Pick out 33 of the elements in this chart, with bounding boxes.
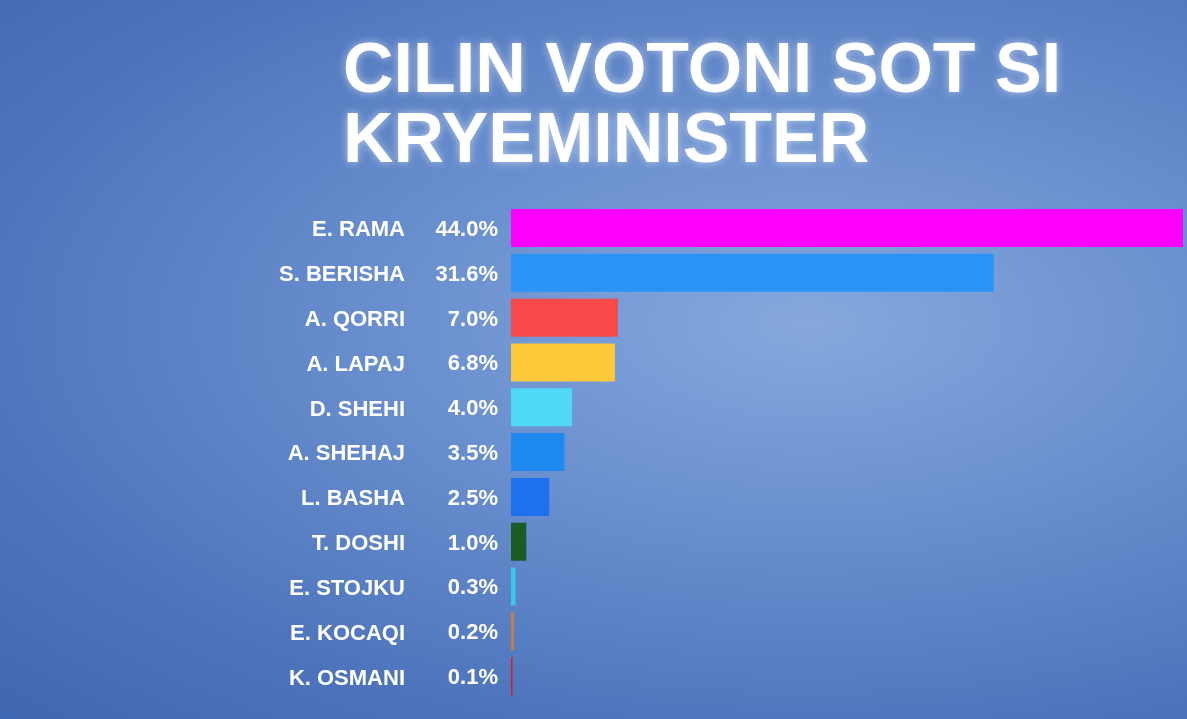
bar	[511, 522, 527, 561]
y-tick-label: A. LAPAJ	[306, 350, 405, 376]
bar	[511, 343, 615, 382]
y-tick-label: D. SHEHI	[309, 395, 405, 421]
y-tick-label: S. BERISHA	[279, 261, 406, 287]
bar	[511, 477, 550, 516]
data-label: 1.0%	[447, 529, 498, 555]
data-label: 3.5%	[447, 440, 498, 466]
data-label: 2.5%	[447, 484, 498, 510]
bar	[511, 209, 1183, 247]
data-label: 4.0%	[447, 395, 498, 421]
data-label: 7.0%	[447, 305, 498, 331]
bar	[511, 612, 515, 651]
y-tick-label: E. KOCAQI	[290, 619, 405, 645]
data-label: 0.2%	[447, 619, 498, 645]
y-tick-label: E. STOJKU	[289, 574, 405, 600]
data-label: 31.6%	[435, 260, 498, 286]
bar	[511, 253, 994, 292]
data-label: 6.8%	[447, 350, 498, 376]
bar	[511, 298, 618, 337]
data-label: 0.1%	[447, 664, 498, 690]
y-tick-label: A. QORRI	[304, 305, 405, 331]
bar	[511, 433, 565, 472]
y-tick-label: K. OSMANI	[288, 664, 405, 690]
data-label: 44.0%	[435, 215, 498, 241]
y-tick-label: L. BASHA	[301, 485, 406, 511]
y-tick-label: E. RAMA	[312, 216, 406, 242]
data-label: 0.3%	[447, 574, 498, 600]
y-tick-label: T. DOSHI	[312, 530, 405, 556]
y-tick-label: A. SHEHAJ	[287, 440, 405, 466]
chart-title: CILIN VOTONI SOT SI KRYEMINISTER	[343, 29, 1063, 177]
bar	[511, 388, 573, 427]
bar	[511, 567, 516, 606]
